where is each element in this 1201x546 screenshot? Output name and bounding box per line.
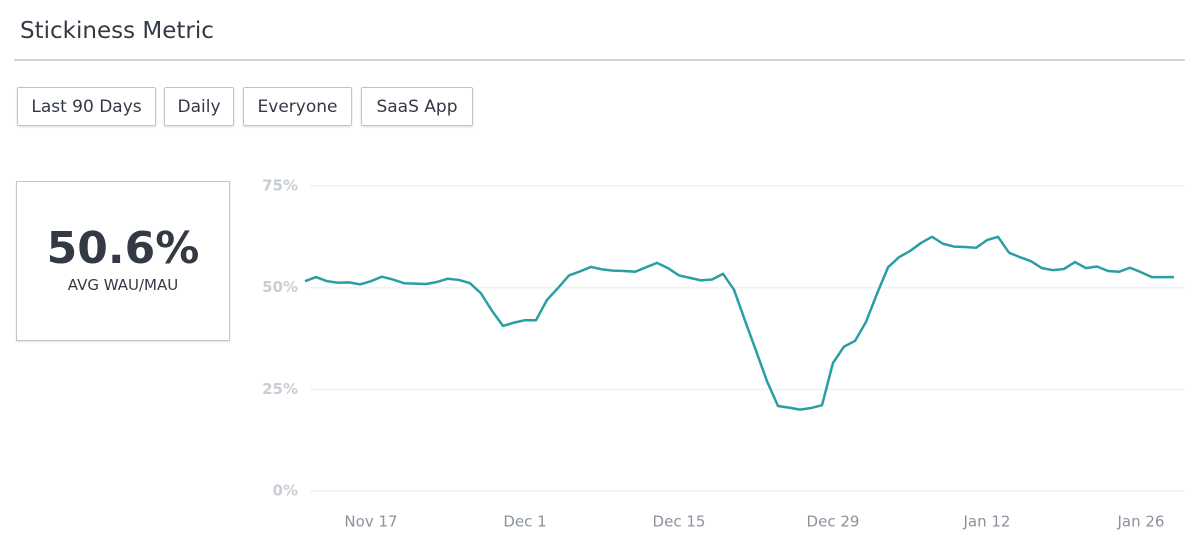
filter-button[interactable]: SaaS App	[361, 87, 473, 126]
filter-button[interactable]: Last 90 Days	[17, 87, 156, 126]
y-tick-label: 75%	[262, 177, 298, 195]
stat-value: 50.6%	[46, 223, 200, 274]
x-tick-label: Dec 29	[807, 513, 860, 531]
filter-button[interactable]: Everyone	[243, 87, 352, 126]
y-tick-label: 25%	[262, 380, 298, 398]
x-tick-label: Jan 26	[1117, 513, 1165, 531]
divider	[14, 59, 1185, 61]
y-tick-label: 0%	[273, 482, 298, 500]
stat-label: AVG WAU/MAU	[67, 276, 179, 294]
y-tick-label: 50%	[262, 278, 298, 296]
x-tick-label: Nov 17	[344, 513, 397, 531]
x-tick-label: Dec 1	[503, 513, 546, 531]
filter-button[interactable]: Daily	[164, 87, 234, 126]
line-series	[304, 235, 1174, 411]
page-title: Stickiness Metric	[20, 18, 214, 44]
x-tick-label: Jan 12	[963, 513, 1011, 531]
stat-card: 50.6% AVG WAU/MAU	[16, 181, 230, 341]
x-tick-label: Dec 15	[653, 513, 706, 531]
